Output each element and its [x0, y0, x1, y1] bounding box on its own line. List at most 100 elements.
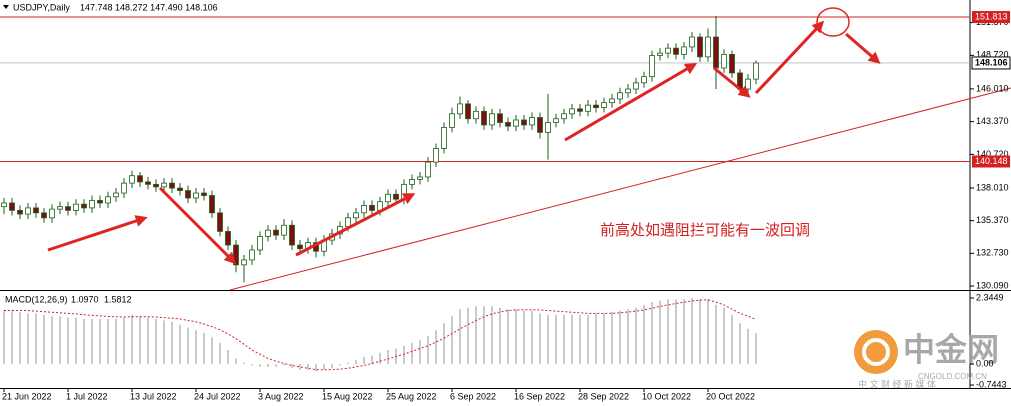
- macd-bar: [299, 364, 301, 370]
- macd-bar: [587, 314, 589, 365]
- macd-bar: [563, 314, 565, 365]
- candle-body: [577, 108, 583, 112]
- candle-body: [569, 108, 575, 115]
- candle-body: [417, 176, 423, 180]
- candle-body: [161, 182, 167, 188]
- macd-bar: [635, 307, 637, 365]
- macd-bar: [155, 319, 157, 365]
- candle-body: [81, 203, 87, 209]
- macd-bar: [443, 323, 445, 365]
- candle-body: [705, 36, 711, 58]
- candle-body: [129, 175, 135, 184]
- arrow: [295, 193, 416, 257]
- macd-y-tick-label: 0.00: [976, 358, 994, 368]
- macd-bar: [355, 359, 357, 365]
- macd-bar: [251, 364, 253, 366]
- macd-bar: [147, 317, 149, 365]
- logo: [854, 330, 898, 374]
- candle-body: [177, 187, 183, 191]
- y-tick-label: 135.370: [976, 215, 1009, 225]
- candle-body: [145, 181, 151, 185]
- x-tick-label: 16 Sep 2022: [514, 391, 565, 401]
- macd-bar: [35, 313, 37, 365]
- candle-body: [673, 47, 679, 55]
- candle-body: [217, 212, 223, 232]
- candle-body: [657, 52, 663, 56]
- macd-bar: [699, 299, 701, 365]
- watermark-brand: 中金网: [903, 331, 999, 367]
- x-tick-label: 10 Oct 2022: [642, 391, 691, 401]
- macd-bar: [627, 309, 629, 365]
- macd-bar: [515, 309, 517, 365]
- watermark: 中金网 CNGOLD.COM.CN 中 文 财 经 新 媒 体: [854, 330, 999, 389]
- candle-body: [385, 193, 391, 203]
- macd-bar: [419, 340, 421, 365]
- candle-body: [609, 98, 615, 104]
- candle-body: [665, 47, 671, 54]
- candle-body: [641, 76, 647, 84]
- macd-signal: [4, 299, 757, 371]
- candle-body: [281, 224, 287, 236]
- watermark-site: CNGOLD.COM.CN: [918, 372, 987, 381]
- candle-body: [689, 36, 695, 48]
- macd-bar: [203, 333, 205, 365]
- x-tick-label: 6 Sep 2022: [450, 391, 496, 401]
- candle-body: [529, 117, 535, 126]
- macd-bar: [171, 321, 173, 365]
- macd-bar: [387, 349, 389, 365]
- candle-body: [441, 127, 447, 149]
- arrow: [845, 32, 881, 64]
- candle-body: [513, 119, 519, 127]
- candle-body: [649, 55, 655, 78]
- macd-bar: [123, 317, 125, 365]
- y-tick-label: 146.010: [976, 83, 1009, 93]
- macd-bar: [179, 324, 181, 365]
- candle-body: [273, 229, 279, 236]
- arrow: [158, 186, 237, 265]
- arrow: [713, 66, 751, 98]
- macd-bar: [211, 337, 213, 365]
- candle-body: [425, 161, 431, 178]
- macd-bar: [595, 313, 597, 365]
- candle-body: [89, 200, 95, 209]
- candle-body: [137, 175, 143, 183]
- candle-body: [713, 36, 719, 69]
- trend-line: [229, 87, 1011, 291]
- macd-bar: [11, 310, 13, 365]
- candle-body: [505, 122, 511, 127]
- macd-bar: [571, 314, 573, 365]
- macd-title: MACD(12,26,9): [5, 294, 68, 304]
- macd-bar: [219, 342, 221, 365]
- candle-body: [9, 202, 15, 211]
- macd-value: 1.5812: [104, 294, 132, 304]
- candle-body: [353, 212, 359, 219]
- macd-bar: [731, 314, 733, 365]
- macd-bar: [91, 319, 93, 365]
- candle-body: [73, 203, 79, 211]
- candle-body: [345, 217, 351, 227]
- candle-body: [361, 205, 367, 214]
- candle-body: [545, 122, 551, 133]
- candle-body: [233, 244, 239, 266]
- macd-bar: [3, 310, 5, 365]
- macd-bar: [227, 349, 229, 365]
- macd-bar: [459, 309, 461, 365]
- candle-body: [105, 196, 111, 204]
- candle-body: [625, 88, 631, 94]
- macd-bar: [99, 319, 101, 365]
- macd-y-tick-label: 2.3449: [976, 292, 1004, 302]
- macd-bar: [75, 317, 77, 365]
- candle-body: [1, 202, 7, 208]
- macd-bar: [467, 307, 469, 365]
- macd-bar: [651, 302, 653, 365]
- candle-body: [97, 200, 103, 204]
- macd-y-tick-label: -0.7443: [976, 379, 1007, 389]
- arrow: [47, 215, 148, 252]
- macd-bar: [707, 299, 709, 365]
- macd-bar: [403, 345, 405, 365]
- macd-bar: [371, 355, 373, 365]
- candle-body: [753, 62, 759, 80]
- candle-body: [449, 113, 455, 128]
- candle-body: [225, 231, 231, 246]
